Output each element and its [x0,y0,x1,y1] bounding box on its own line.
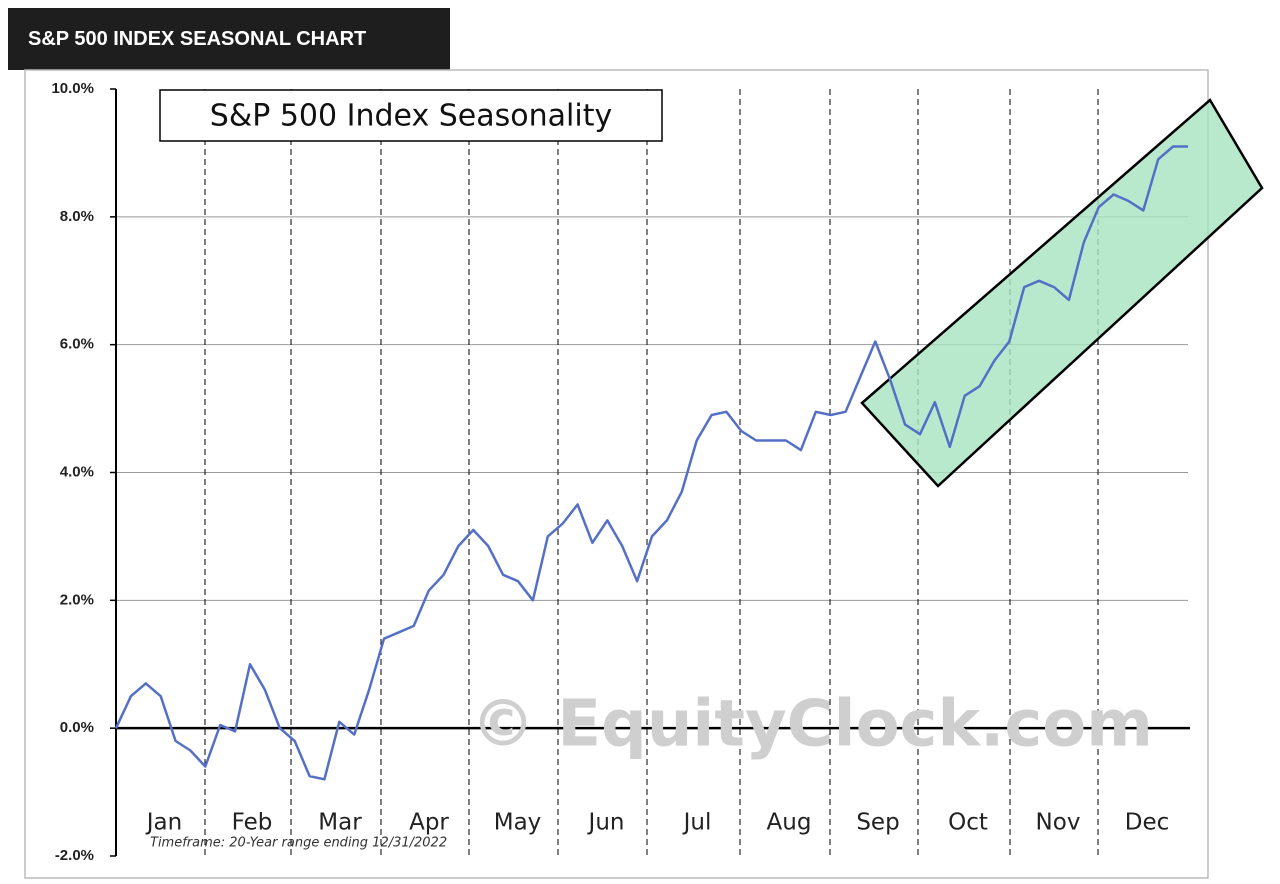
y-tick-label: 2.0% [60,591,94,608]
y-tick-label: 8.0% [60,208,94,225]
x-tick-label: Jun [587,810,625,836]
series-line [114,145,1188,781]
chart-title: S&P 500 Index Seasonality [210,99,612,134]
x-tick-label: Dec [1125,810,1170,836]
y-tick-label: 6.0% [60,336,94,353]
x-tick-label: May [494,810,542,836]
title-box [159,89,663,142]
grid: -2.0% 0.0% 2.0% 4.0% 6.0% 8.0% 10.0% Jan Feb Mar A… [51,80,1190,864]
y-tick-label: 4.0% [60,463,94,480]
x-tick-label: Sep [856,810,899,836]
x-tick-label: Feb [232,810,273,836]
chart-frame [24,69,1209,879]
x-tick-label: Jul [682,810,712,836]
watermark: © EquityClock.com [471,688,1153,762]
timeframe-note: Timeframe: 20-Year range ending 12/31/20… [150,836,447,851]
x-tick-label: Apr [409,810,449,836]
page-header: S&P 500 INDEX SEASONAL CHART [8,8,450,70]
x-tick-label: Aug [767,810,812,836]
y-tick-label: 10.0% [51,80,94,97]
y-tick-label: -2.0% [55,847,94,864]
x-tick-label: Nov [1036,810,1081,836]
x-tick-label: Oct [948,810,988,836]
x-tick-label: Mar [318,810,362,836]
y-tick-label: 0.0% [60,719,94,736]
plot [114,145,1188,781]
x-tick-label: Jan [145,810,182,836]
